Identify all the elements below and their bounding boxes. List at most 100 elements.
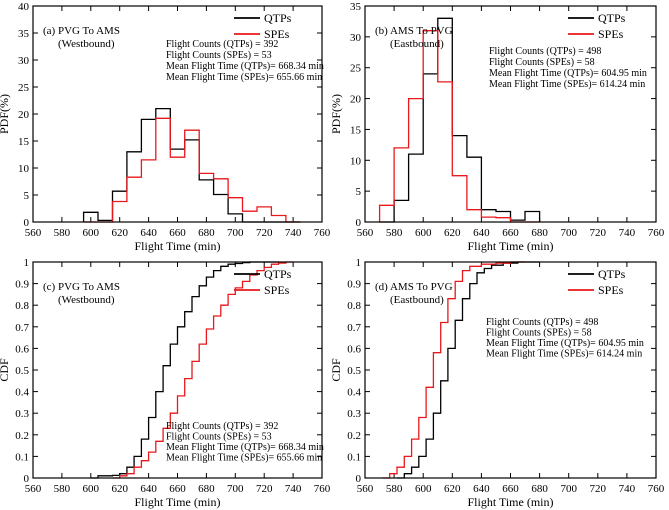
stats-line: Flight Counts (QTPs) = 392	[166, 421, 278, 432]
x-tick-label: 620	[444, 483, 461, 495]
y-tick-label: 0.6	[15, 343, 29, 355]
x-tick-label: 580	[54, 227, 71, 239]
y-tick-label: 0.7	[347, 322, 361, 334]
stats-line: Flight Counts (SPEs) = 53	[166, 50, 272, 61]
series-qtps	[397, 261, 540, 479]
x-tick-label: 740	[619, 227, 636, 239]
y-tick-label: 0.3	[347, 408, 361, 420]
series-qtps	[90, 261, 279, 479]
chart-title: (b) AMS To PVG	[375, 25, 453, 37]
x-tick-label: 720	[256, 483, 273, 495]
x-tick-label: 720	[590, 483, 607, 495]
x-tick-label: 620	[111, 483, 128, 495]
x-tick-label: 560	[357, 483, 374, 495]
legend-label-qtps: QTPs	[598, 267, 626, 281]
x-tick-label: 760	[648, 483, 665, 495]
stats-line: Mean Flight Time (SPEs)= 655.66 min	[166, 453, 322, 464]
chart-subtitle: (Eastbound)	[390, 294, 444, 306]
y-tick-label: 0.2	[347, 430, 361, 442]
x-tick-label: 580	[386, 483, 403, 495]
stats-line: Flight Counts (QTPs) = 392	[166, 39, 278, 50]
x-tick-label: 560	[25, 227, 42, 239]
y-tick-label: 35	[350, 1, 362, 13]
chart-title: (c) PVG To AMS	[43, 281, 120, 293]
x-tick-label: 600	[415, 483, 432, 495]
legend-label-spes: SPEs	[598, 27, 624, 41]
x-tick-label: 680	[198, 483, 215, 495]
stats-line: Mean Flight Time (QTPs)= 668.34 min	[166, 442, 324, 453]
chart-c: 560 580 600 620 640 660 680 700 720 740 760 0 0.1 0.2…	[0, 257, 331, 509]
y-tick-label: 0.4	[15, 387, 29, 399]
y-tick-label: 35	[18, 28, 30, 40]
x-axis-label: Flight Time (min)	[134, 495, 220, 509]
y-tick-label: 0.2	[15, 430, 29, 442]
y-tick-label: 15	[18, 136, 30, 148]
x-tick-label: 640	[473, 483, 490, 495]
y-tick-label: 20	[350, 94, 362, 106]
y-axis-label: PDF(%)	[329, 94, 343, 134]
chart-title: (d) AMS To PVG	[375, 281, 453, 293]
x-tick-label: 600	[415, 227, 432, 239]
y-tick-label: 0.9	[15, 279, 29, 291]
x-tick-label: 680	[531, 227, 548, 239]
y-tick-label: 1	[24, 257, 30, 269]
chart-subtitle: (Westbound)	[58, 38, 115, 50]
stats-line: Mean Flight Time (SPEs)= 614.24 min	[486, 349, 642, 360]
x-tick-label: 660	[502, 483, 519, 495]
x-tick-label: 620	[111, 227, 128, 239]
y-axis-label: CDF	[329, 358, 343, 382]
y-tick-label: 1	[356, 257, 362, 269]
y-axis-label: PDF(%)	[0, 94, 11, 134]
stats-line: Mean Flight Time (SPEs)= 614.24 min	[489, 79, 645, 90]
y-tick-label: 5	[356, 186, 362, 198]
y-tick-label: 0.8	[347, 300, 361, 312]
chart-title: (a) PVG To AMS	[43, 25, 120, 37]
plot-frame	[364, 261, 657, 479]
x-axis-label: Flight Time (min)	[467, 495, 553, 509]
x-tick-label: 600	[83, 483, 100, 495]
chart-a: 560 580 600 620 640 660 680 700 720 740 760 0 5 10 15 2…	[0, 1, 331, 253]
y-tick-label: 0	[356, 473, 362, 485]
chart-d: 560 580 600 620 640 660 680 700 720 740 760 0 0.1 0.2…	[329, 257, 665, 509]
plot-frame	[32, 261, 323, 479]
stats-line: Flight Counts (SPEs) = 58	[489, 57, 595, 68]
y-tick-label: 0.4	[347, 387, 361, 399]
legend-label-qtps: QTPs	[598, 11, 626, 25]
y-tick-label: 0.5	[347, 365, 361, 377]
plot-frame	[32, 5, 323, 223]
x-tick-label: 660	[502, 227, 519, 239]
stats-line: Mean Flight Time (SPEs)= 655.66 min	[166, 72, 322, 83]
y-tick-label: 15	[350, 124, 362, 136]
x-tick-label: 700	[560, 483, 577, 495]
stats-line: Mean Flight Time (QTPs)= 668.34 min	[166, 61, 324, 72]
y-tick-label: 0.1	[347, 451, 361, 463]
y-tick-label: 10	[350, 155, 362, 167]
x-axis-label: Flight Time (min)	[467, 239, 553, 253]
y-tick-label: 25	[350, 63, 362, 75]
plot-frame	[364, 5, 657, 223]
y-tick-label: 0.7	[15, 322, 29, 334]
y-tick-label: 0.6	[347, 343, 361, 355]
stats-line: Flight Counts (SPEs) = 53	[166, 432, 272, 443]
series-spes	[378, 30, 540, 223]
x-tick-label: 740	[285, 483, 302, 495]
legend-label-spes: SPEs	[264, 27, 290, 41]
y-tick-label: 10	[18, 163, 30, 175]
legend-label-qtps: QTPs	[264, 267, 292, 281]
x-tick-label: 680	[198, 227, 215, 239]
x-axis-label: Flight Time (min)	[134, 239, 220, 253]
x-tick-label: 600	[83, 227, 100, 239]
x-tick-label: 700	[227, 227, 244, 239]
y-tick-label: 0	[24, 217, 30, 229]
y-tick-label: 25	[18, 82, 30, 94]
chart-b: 560 580 600 620 640 660 680 700 720 740 760 0 5 10 15 2…	[329, 1, 665, 253]
stats-line: Mean Flight Time (QTPs)= 604.95 min	[489, 68, 647, 79]
chart-subtitle: (Westbound)	[58, 294, 115, 306]
x-tick-label: 720	[590, 227, 607, 239]
x-tick-label: 760	[314, 227, 331, 239]
stats-line: Flight Counts (QTPs) = 498	[486, 317, 598, 328]
stats-line: Flight Counts (QTPs) = 498	[489, 46, 601, 57]
x-tick-label: 660	[169, 227, 186, 239]
series-spes	[382, 261, 525, 479]
x-tick-label: 560	[357, 227, 374, 239]
